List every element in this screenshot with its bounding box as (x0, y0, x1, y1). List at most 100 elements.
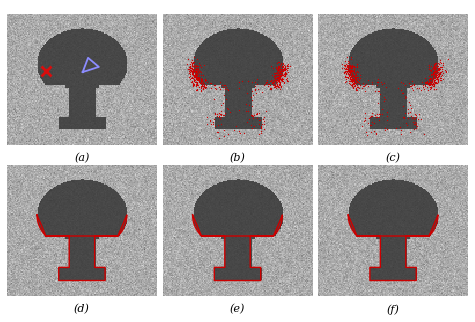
Point (431, 67, 439, 72)
Point (210, 82, 218, 87)
Point (413, 124, 421, 129)
Point (350, 84, 358, 89)
Point (220, 128, 228, 133)
Point (269, 81, 276, 86)
Point (189, 84, 197, 89)
Point (361, 88, 369, 93)
Point (429, 65, 437, 70)
Point (433, 62, 440, 67)
Point (347, 78, 355, 83)
Point (189, 66, 196, 71)
Point (430, 67, 438, 72)
Point (377, 79, 385, 84)
Point (340, 70, 347, 75)
Point (262, 109, 270, 114)
Point (197, 76, 204, 81)
Point (193, 80, 201, 85)
Point (277, 72, 285, 77)
Point (190, 77, 198, 82)
Point (344, 66, 352, 71)
Point (187, 69, 194, 74)
Text: (d): (d) (74, 304, 90, 314)
Point (209, 120, 217, 125)
Point (342, 76, 350, 81)
Point (193, 87, 201, 92)
Point (266, 79, 274, 84)
Point (362, 130, 370, 135)
Point (405, 115, 412, 120)
Point (243, 102, 250, 107)
Point (350, 73, 357, 79)
Point (341, 74, 349, 79)
Point (430, 74, 437, 80)
Point (276, 72, 284, 78)
Point (197, 64, 204, 70)
Point (345, 68, 352, 73)
Point (192, 77, 200, 82)
Point (350, 79, 358, 84)
Point (247, 112, 255, 118)
Point (343, 62, 351, 68)
Point (341, 69, 348, 74)
Point (217, 116, 224, 121)
Point (193, 76, 200, 81)
Point (372, 115, 380, 120)
Point (186, 76, 194, 81)
Point (435, 67, 443, 72)
Point (347, 54, 354, 59)
Point (275, 66, 282, 71)
Point (283, 62, 290, 68)
Point (346, 72, 353, 78)
Point (431, 71, 438, 76)
Point (192, 88, 200, 93)
Point (277, 66, 285, 71)
Point (344, 60, 352, 65)
Point (383, 113, 390, 118)
Point (346, 69, 353, 74)
Point (191, 79, 199, 84)
Point (435, 71, 442, 77)
Point (185, 68, 193, 73)
Point (406, 129, 414, 134)
Point (274, 72, 282, 77)
Point (341, 70, 348, 75)
Point (348, 62, 355, 67)
Point (373, 114, 381, 119)
Point (354, 76, 362, 81)
Point (347, 70, 354, 75)
Point (198, 76, 205, 81)
Point (347, 65, 355, 70)
Point (280, 67, 287, 72)
Point (200, 62, 208, 67)
Point (270, 79, 277, 84)
Point (274, 78, 282, 83)
Point (340, 65, 348, 70)
Point (186, 67, 194, 72)
Point (344, 70, 352, 75)
Point (267, 86, 275, 91)
Point (275, 76, 282, 81)
Point (426, 62, 433, 67)
Point (380, 94, 388, 99)
Point (247, 95, 255, 100)
Point (348, 77, 356, 82)
Point (350, 73, 358, 79)
Point (275, 78, 283, 83)
Point (353, 84, 361, 90)
Point (352, 77, 360, 82)
Point (190, 82, 198, 87)
Point (428, 78, 436, 83)
Point (436, 64, 444, 69)
Point (346, 80, 353, 85)
Point (186, 63, 194, 69)
Point (277, 68, 285, 73)
Point (367, 114, 374, 119)
Point (217, 109, 224, 114)
Point (431, 80, 439, 86)
Point (192, 79, 200, 84)
Point (191, 73, 199, 78)
Point (353, 79, 361, 84)
Point (408, 85, 416, 90)
Point (207, 85, 215, 90)
Point (186, 67, 194, 72)
